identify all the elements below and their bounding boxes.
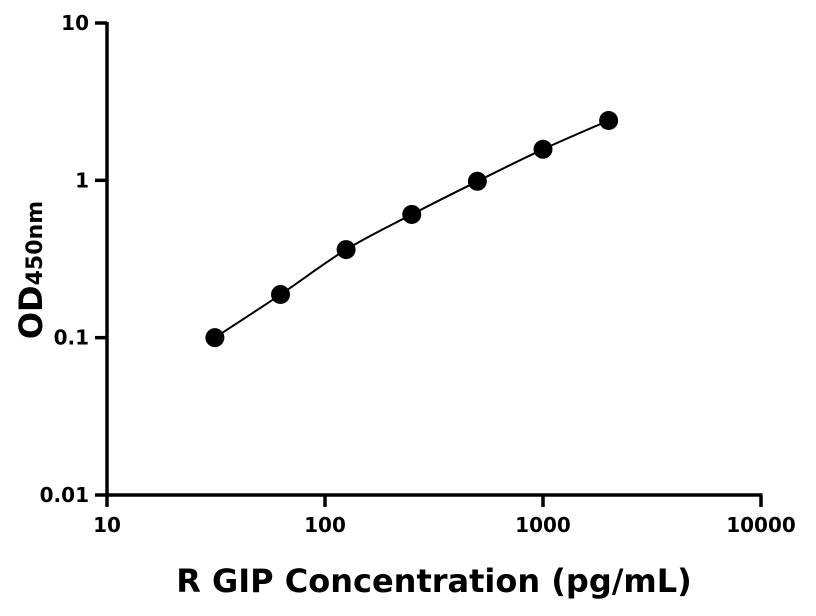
x-tick-label: 1000 — [515, 513, 571, 537]
x-tick-label: 10 — [93, 513, 121, 537]
y-tick-label: 10 — [61, 11, 89, 35]
data-point — [271, 285, 291, 305]
data-points — [205, 111, 619, 348]
data-point — [599, 111, 619, 131]
svg-text:OD450nm: OD450nm — [12, 201, 50, 339]
data-point — [402, 204, 422, 224]
x-tick-label: 10000 — [726, 513, 796, 537]
y-axis-label: OD450nm — [12, 201, 50, 339]
data-point — [533, 139, 553, 159]
x-tick-label: 100 — [304, 513, 346, 537]
y-tick-label: 0.1 — [54, 326, 89, 350]
y-axis-label-sub: 450nm — [23, 201, 48, 286]
y-tick-label: 0.01 — [40, 483, 89, 507]
y-tick-label: 1 — [75, 168, 89, 192]
data-point — [205, 328, 225, 348]
y-axis-label-main: OD — [12, 285, 50, 339]
x-axis-label: R GIP Concentration (pg/mL) — [176, 562, 692, 600]
axes: 10 100 1000 10000 0.01 0.1 1 10 — [40, 11, 796, 537]
data-point — [467, 171, 487, 191]
data-point — [336, 240, 356, 260]
